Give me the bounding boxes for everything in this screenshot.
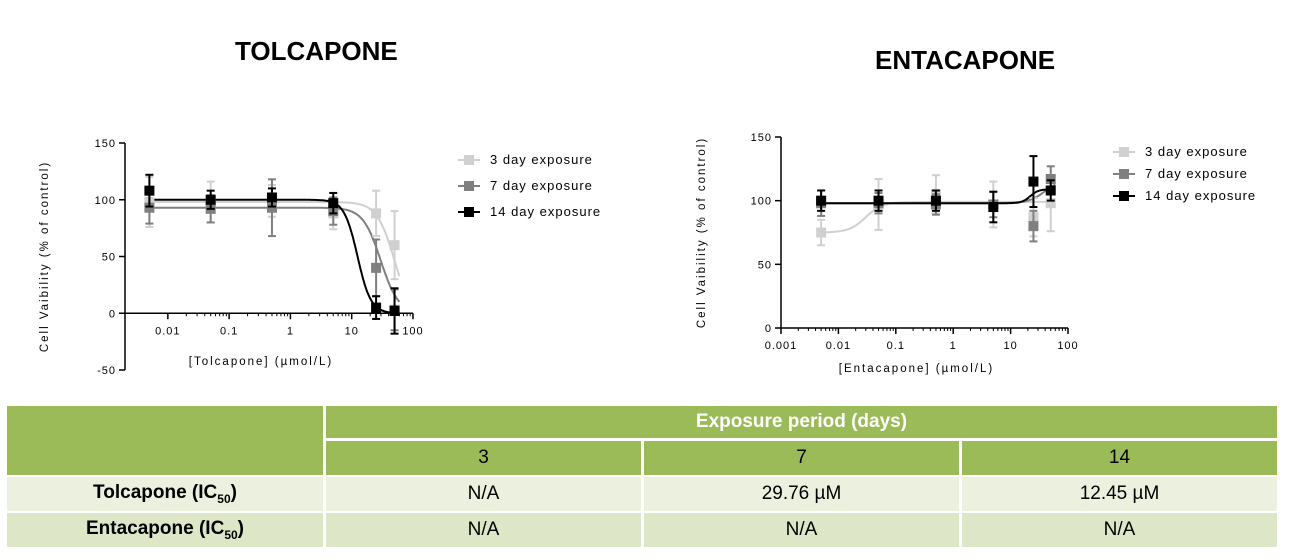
table-corner-cell [7,406,323,475]
x-axis-label: [Tolcapone] (µmol/L) [189,356,333,368]
x-tick-label: 1 [950,340,957,352]
y-tick-label: 100 [95,195,116,207]
legend-marker [464,155,474,165]
exposure-period-header: Exposure period (days) [323,406,1277,441]
y-tick-label: 0 [765,323,772,335]
y-tick-label: 50 [758,259,772,271]
data-point [1045,198,1056,209]
data-point [371,208,382,219]
data-point [144,202,155,213]
legend-marker [464,207,474,217]
x-tick-label: 100 [1057,340,1078,352]
x-tick-label: 0.1 [887,340,905,352]
legend-marker [1119,169,1129,179]
data-point [1045,174,1056,185]
ic50-table: Exposure period (days) 3 7 14 Tolcapone … [7,406,1277,547]
row-label-tolcapone: Tolcapone (IC50) [7,475,323,511]
data-point [389,305,400,316]
y-tick-label: 100 [751,196,772,208]
x-tick-label: 0.01 [826,340,851,352]
data-point [1045,185,1056,196]
data-point [816,195,827,206]
data-point [371,302,382,313]
data-point [873,195,884,206]
data-point [389,240,400,251]
chart-title-entacapone: ENTACAPONE [875,45,1056,75]
legend-marker [1119,191,1129,201]
y-tick-label: 150 [751,132,772,144]
table-cell: N/A [959,511,1277,547]
fit-curve [146,206,401,303]
table-cell: N/A [323,475,641,511]
legend-label: 7 day exposure [490,178,593,193]
table-cell: 12.45 µM [959,475,1277,511]
x-tick-label: 100 [402,325,423,337]
legend-marker [464,181,474,191]
legend-label: 3 day exposure [1145,144,1248,159]
legend-marker [1119,147,1129,157]
table-row: Entacapone (IC50) N/A N/A N/A [7,511,1277,547]
chart-title-tolcapone: TOLCAPONE [235,36,398,66]
table-cell: N/A [641,511,959,547]
x-axis-label: [Entacapone] (µmol/L) [839,363,994,375]
day-header-7: 7 [641,441,959,475]
legend-label: 7 day exposure [1145,166,1248,181]
legend-label: 14 day exposure [1145,188,1256,203]
data-point [266,202,277,213]
fit-curve [146,201,401,277]
data-point [1028,221,1039,232]
data-point [144,185,155,196]
table-row: Tolcapone (IC50) N/A 29.76 µM 12.45 µM [7,475,1277,511]
y-axis-label: Cell Vaibility (% of control) [39,161,51,352]
y-tick-label: 150 [95,138,116,150]
data-point [930,195,941,206]
y-tick-label: 50 [102,252,116,264]
table-cell: N/A [323,511,641,547]
data-point [816,227,827,238]
data-point [1028,176,1039,187]
data-point [328,198,339,209]
day-header-3: 3 [323,441,641,475]
x-tick-label: 0.1 [220,325,238,337]
legend-label: 14 day exposure [490,204,601,219]
x-tick-label: 0.01 [155,325,180,337]
x-tick-label: 10 [1003,340,1017,352]
row-label-entacapone: Entacapone (IC50) [7,511,323,547]
legend-label: 3 day exposure [490,152,593,167]
x-tick-label: 1 [287,325,294,337]
data-point [371,262,382,273]
y-tick-label: -50 [97,365,116,377]
table-cell: 29.76 µM [641,475,959,511]
y-axis-label: Cell Vaibility (% of control) [696,137,708,328]
day-header-14: 14 [959,441,1277,475]
data-point [266,192,277,203]
x-tick-label: 0.001 [765,340,798,352]
x-tick-label: 10 [345,325,359,337]
data-point [205,194,216,205]
y-tick-label: 0 [109,308,116,320]
data-point [988,202,999,213]
